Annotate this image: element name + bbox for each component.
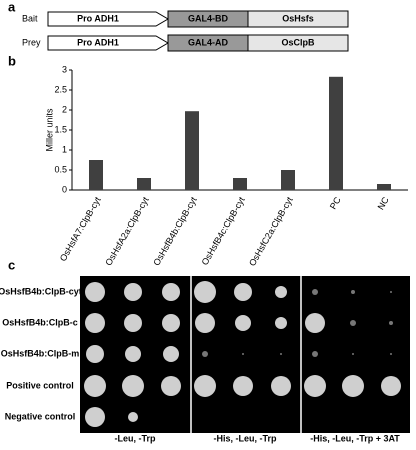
- x-tick-label: OsHsfB4c:ClpB-cyt: [200, 195, 247, 267]
- domain: GAL4-BD: [188, 13, 228, 23]
- row-name: Bait: [22, 13, 38, 23]
- construct-bait: Bait Pro ADH1 GAL4-BD OsHsfs: [22, 10, 349, 28]
- yeast-spot: [381, 376, 401, 396]
- promoter-arrow: [47, 35, 169, 51]
- yeast-spot: [304, 375, 326, 397]
- yeast-spot: [312, 289, 318, 295]
- yeast-spot: [342, 375, 364, 397]
- row-name: Prey: [22, 37, 41, 47]
- yeast-spot: [84, 375, 106, 397]
- yeast-spot: [275, 286, 287, 298]
- y-tick-label: 0.5: [54, 164, 67, 174]
- y-tick-label: 3: [62, 64, 67, 74]
- row-label: Negative control: [5, 411, 76, 421]
- x-tick-label: OsHsfA2a:ClpB-cyt: [103, 195, 151, 268]
- yeast-spot: [202, 351, 208, 357]
- yeast-spot: [124, 283, 142, 301]
- y-tick-label: 2: [62, 104, 67, 114]
- y-tick-label: 0: [62, 184, 67, 194]
- yeast-spot: [128, 412, 138, 422]
- x-tick-label: NC: [376, 195, 391, 212]
- yeast-spot: [86, 345, 104, 363]
- yeast-spot: [122, 375, 144, 397]
- yeast-spot: [271, 376, 291, 396]
- x-tick-label: PC: [328, 195, 343, 211]
- panel-label: a: [8, 0, 16, 14]
- bar: [329, 76, 343, 190]
- y-tick-label: 1: [62, 144, 67, 154]
- yeast-spot: [390, 353, 392, 355]
- fusion-box: [247, 34, 349, 52]
- yeast-spot: [275, 317, 287, 329]
- yeast-spot: [195, 313, 215, 333]
- yeast-spot: [352, 353, 354, 355]
- y-tick-label: 1.5: [54, 124, 67, 134]
- y-axis-label: Miller units: [44, 108, 54, 152]
- promoter: Pro ADH1: [77, 37, 119, 47]
- yeast-spot: [351, 290, 355, 294]
- yeast-spot: [162, 314, 180, 332]
- fusion: OsHsfs: [282, 13, 314, 23]
- yeast-spot: [305, 313, 325, 333]
- yeast-spot: [125, 346, 141, 362]
- yeast-spot: [194, 281, 216, 303]
- yeast-spot: [85, 313, 105, 333]
- fusion: OsClpB: [281, 37, 315, 47]
- yeast-spot: [124, 314, 142, 332]
- yeast-spot: [235, 315, 251, 331]
- row-label: Positive control: [6, 380, 74, 390]
- domain: GAL4-AD: [188, 37, 228, 47]
- row-label: OsHsfB4b:ClpB-cyt: [0, 286, 82, 296]
- column-label: -His, -Leu, -Trp + 3AT: [310, 433, 400, 443]
- yeast-spot: [162, 283, 180, 301]
- yeast-spot: [280, 353, 282, 355]
- yeast-spot: [233, 376, 253, 396]
- bar: [377, 184, 391, 190]
- row-label: OsHsfB4b:ClpB-m: [1, 348, 80, 358]
- yeast-spot: [194, 375, 216, 397]
- bar: [185, 111, 199, 190]
- fusion-box: [247, 10, 349, 28]
- y-tick-label: 2.5: [54, 84, 67, 94]
- x-tick-label: OsHsfA7:ClpB-cyt: [58, 195, 103, 263]
- yeast-spot: [163, 346, 179, 362]
- yeast-spot: [389, 321, 393, 325]
- yeast-spot: [234, 283, 252, 301]
- yeast-spot: [390, 291, 392, 293]
- row-label: OsHsfB4b:ClpB-c: [2, 317, 78, 327]
- yeast-spot: [85, 282, 105, 302]
- bar: [137, 178, 151, 190]
- promoter: Pro ADH1: [77, 13, 119, 23]
- yeast-spot: [85, 407, 105, 427]
- panel-label: c: [8, 257, 15, 272]
- panel-label: b: [8, 53, 16, 68]
- yeast-spot: [312, 351, 318, 357]
- yeast-spot: [350, 320, 356, 326]
- bar: [281, 170, 295, 190]
- promoter-arrow: [47, 11, 169, 27]
- column-label: -His, -Leu, -Trp: [214, 433, 278, 443]
- column-label: -Leu, -Trp: [115, 433, 156, 443]
- yeast-spot: [161, 376, 181, 396]
- construct-prey: Prey Pro ADH1 GAL4-AD OsClpB: [22, 34, 349, 52]
- bar: [89, 160, 103, 190]
- x-tick-label: OsHsfB4b:ClpB-cyt: [151, 195, 199, 268]
- x-tick-label: OsHsfC2a:ClpB-cyt: [247, 195, 295, 268]
- bar: [233, 178, 247, 190]
- yeast-spot: [242, 353, 244, 355]
